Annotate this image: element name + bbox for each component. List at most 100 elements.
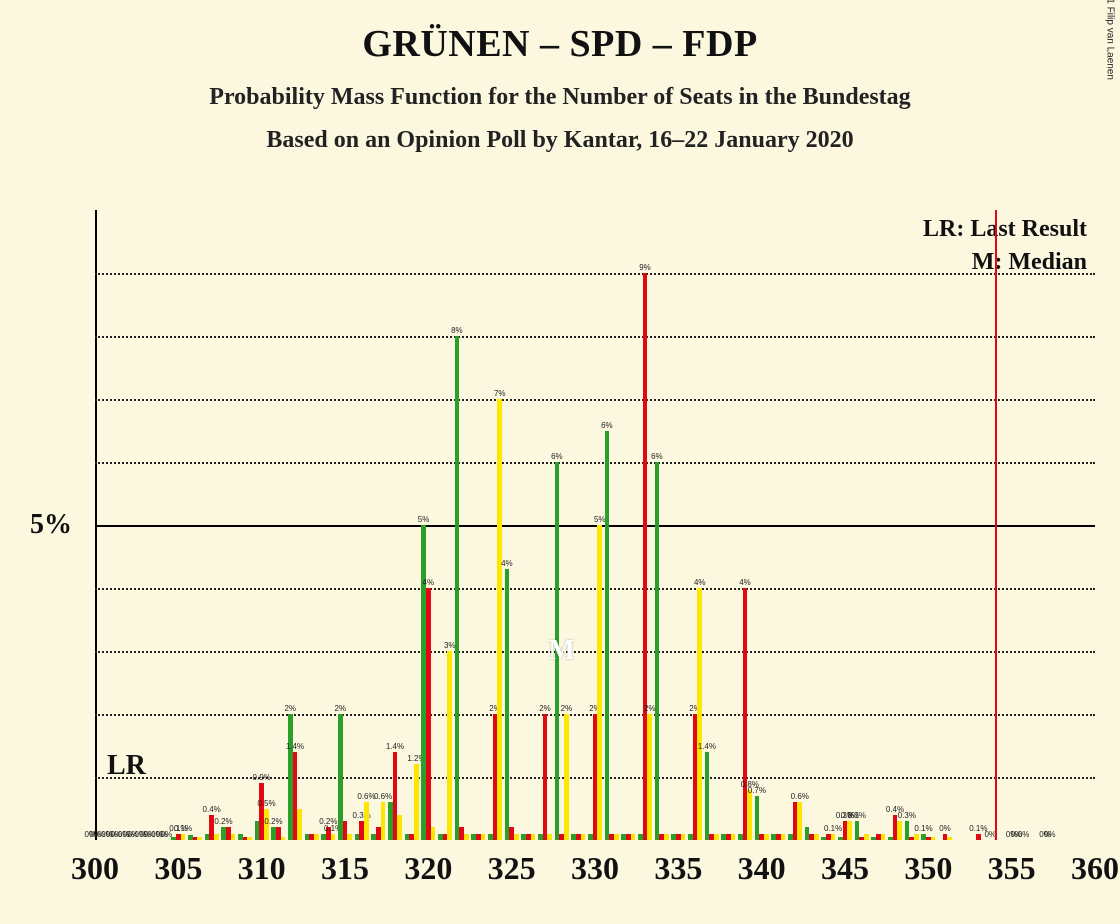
bar-y xyxy=(914,834,919,840)
bar-y xyxy=(947,837,952,840)
bar-label: 0% xyxy=(939,824,951,833)
bar-y xyxy=(531,834,536,840)
bar-label: 0.9% xyxy=(253,773,271,782)
median-line xyxy=(995,210,997,840)
bar-y xyxy=(547,834,552,840)
bar-y xyxy=(714,834,719,840)
bar-y xyxy=(814,834,819,840)
bar-label: 0.2% xyxy=(214,817,232,826)
bar-y xyxy=(881,834,886,840)
bar-y xyxy=(181,834,186,840)
bar-label: 0% xyxy=(1018,830,1030,839)
bar-g xyxy=(705,752,710,840)
bar-y xyxy=(647,714,652,840)
bar-label: 6% xyxy=(601,421,613,430)
bar-y xyxy=(214,834,219,840)
x-tick-label: 305 xyxy=(154,850,202,887)
bar-y xyxy=(431,827,436,840)
bar-label: 0.7% xyxy=(748,786,766,795)
bar-y xyxy=(564,714,569,840)
bar-label: 0.1% xyxy=(174,824,192,833)
bar-label: 1.4% xyxy=(386,742,404,751)
bar-y xyxy=(747,790,752,840)
bar-label: 9% xyxy=(639,263,651,272)
bar-label: 4% xyxy=(501,559,513,568)
bar-y xyxy=(281,837,286,840)
bar-y xyxy=(331,834,336,840)
bar-y xyxy=(347,834,352,840)
bar-y xyxy=(464,834,469,840)
bar-label: 0.6% xyxy=(357,792,375,801)
chart-title: GRÜNEN – SPD – FDP xyxy=(0,0,1120,66)
bar-y xyxy=(931,837,936,840)
bar-y xyxy=(764,834,769,840)
y-tick-5: 5% xyxy=(30,509,72,541)
bar-y xyxy=(614,834,619,840)
bar-y xyxy=(231,834,236,840)
bar-y xyxy=(847,821,852,840)
bar-label: 0.1% xyxy=(824,824,842,833)
copyright-text: © 2021 Filip van Laenen xyxy=(1105,0,1116,80)
bar-label: 4% xyxy=(423,578,435,587)
bar-label: 0.5% xyxy=(257,799,275,808)
bar-label: 5% xyxy=(418,515,430,524)
bar-label: 2% xyxy=(284,704,296,713)
x-tick-label: 355 xyxy=(988,850,1036,887)
bar-y xyxy=(581,834,586,840)
x-tick-label: 310 xyxy=(238,850,286,887)
bar-label: 1.4% xyxy=(286,742,304,751)
bar-y xyxy=(481,834,486,840)
bar-y xyxy=(381,802,386,840)
bar-label: 6% xyxy=(651,452,663,461)
x-tick-label: 360 xyxy=(1071,850,1119,887)
bar-label: 0.1% xyxy=(914,824,932,833)
bar-y xyxy=(447,651,452,840)
bar-r xyxy=(543,714,548,840)
chart-subtitle: Probability Mass Function for the Number… xyxy=(0,84,1120,111)
bar-g xyxy=(505,569,510,840)
x-tick-label: 300 xyxy=(71,850,119,887)
bar-y xyxy=(314,834,319,840)
bar-y xyxy=(364,802,369,840)
bar-label: 0.6% xyxy=(374,792,392,801)
x-tick-label: 345 xyxy=(821,850,869,887)
bar-g xyxy=(455,336,460,840)
bar-y xyxy=(697,588,702,840)
bar-label: 6% xyxy=(551,452,563,461)
bar-y xyxy=(247,837,252,840)
bar-y xyxy=(514,834,519,840)
chart-plot-area: LR: Last Result M: Median 0%0%0%0%0%0%0%… xyxy=(95,210,1095,840)
bar-y xyxy=(197,837,202,840)
x-axis-labels: 300305310315320325330335340345350355360 xyxy=(95,850,1095,900)
bar-label: 4% xyxy=(739,578,751,587)
bar-y xyxy=(297,809,302,841)
bar-y xyxy=(397,815,402,840)
bar-y xyxy=(897,821,902,840)
bar-y xyxy=(731,834,736,840)
bar-label: 0.3% xyxy=(898,811,916,820)
bar-y xyxy=(631,834,636,840)
x-tick-label: 320 xyxy=(404,850,452,887)
bar-label: 2% xyxy=(334,704,346,713)
bar-label: 0.3% xyxy=(848,811,866,820)
bar-g xyxy=(655,462,660,840)
x-tick-label: 340 xyxy=(738,850,786,887)
bar-r xyxy=(426,588,431,840)
bar-y xyxy=(681,834,686,840)
lr-label: LR xyxy=(107,750,146,782)
bar-label: 8% xyxy=(451,326,463,335)
bar-y xyxy=(831,834,836,840)
x-tick-label: 315 xyxy=(321,850,369,887)
chart-subtitle-2: Based on an Opinion Poll by Kantar, 16–2… xyxy=(0,127,1120,154)
bar-y xyxy=(781,834,786,840)
bar-label: 0% xyxy=(1044,830,1056,839)
bar-y xyxy=(664,834,669,840)
bar-y xyxy=(497,399,502,840)
x-tick-label: 325 xyxy=(488,850,536,887)
bar-label: 2% xyxy=(561,704,573,713)
median-marker: M xyxy=(548,635,574,667)
bar-y xyxy=(597,525,602,840)
bar-label: 0.4% xyxy=(203,805,221,814)
bar-y xyxy=(414,764,419,840)
bar-label: 4% xyxy=(694,578,706,587)
